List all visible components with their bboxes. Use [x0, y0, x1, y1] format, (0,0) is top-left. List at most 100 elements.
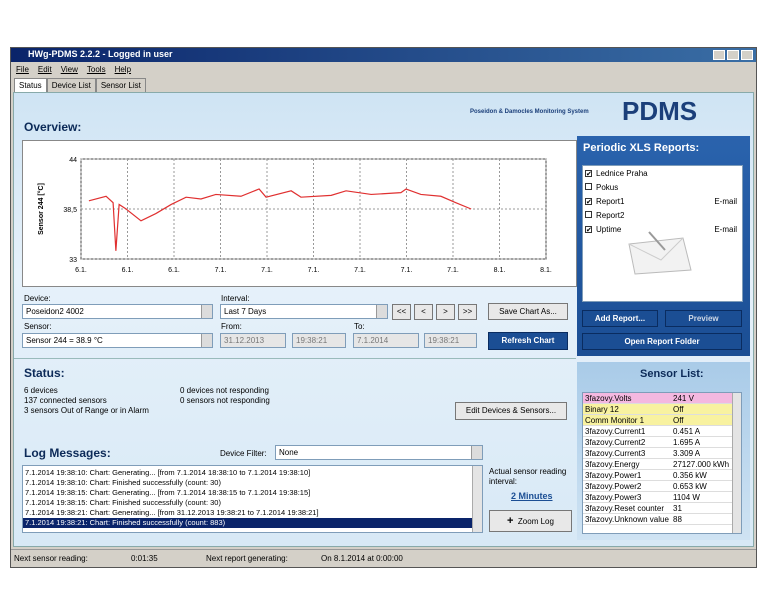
- menu-item[interactable]: Help: [114, 65, 132, 74]
- sensor-row[interactable]: 3fazovy.Reset counter 31: [583, 503, 741, 514]
- nav-button[interactable]: <<: [392, 304, 411, 320]
- logo: PDMS: [622, 96, 698, 126]
- report-name: Lednice Praha: [596, 169, 648, 178]
- zoom-log-button[interactable]: + Zoom Log: [489, 510, 572, 532]
- y-tick-label: 38,5: [63, 207, 77, 214]
- scrollbar[interactable]: [732, 393, 741, 533]
- interval-link[interactable]: 2 Minutes: [511, 491, 553, 501]
- label: Device Filter:: [220, 449, 267, 458]
- sensor-row[interactable]: 3fazovy.Volts 241 V: [583, 393, 741, 404]
- value: None: [279, 448, 299, 457]
- nav-button[interactable]: >>: [458, 304, 477, 320]
- sensor-name: 3fazovy.Unknown value: [585, 515, 669, 524]
- menu-item[interactable]: File: [16, 65, 29, 74]
- status-bar-text: On 8.1.2014 at 0:00:00: [321, 554, 403, 563]
- window-title: HWg-PDMS 2.2.2 - Logged in user: [28, 49, 173, 59]
- report-name: Pokus: [596, 183, 619, 192]
- report-item[interactable]: ✔ Report1 E-mail: [585, 197, 740, 209]
- add-report-button[interactable]: Add Report...: [582, 310, 658, 327]
- label: From:: [221, 322, 242, 331]
- sensor-name: 3fazovy.Reset counter: [585, 504, 665, 513]
- sensor-name: Binary 12: [585, 405, 619, 414]
- report-item[interactable]: ✔ Lednice Praha: [585, 169, 740, 181]
- x-tick-label: 7.1.: [261, 267, 273, 274]
- title-bar: [11, 48, 756, 62]
- x-tick-label: 6.1.: [75, 267, 87, 274]
- sensor-row[interactable]: 3fazovy.Current3 3.309 A: [583, 448, 741, 459]
- log-list: 7.1.2014 19:38:10: Chart: Generating... …: [22, 465, 483, 533]
- sensor-row[interactable]: 3fazovy.Power2 0.653 kW: [583, 481, 741, 492]
- sensor-dropdown[interactable]: Sensor 244 = 38.9 °C: [22, 333, 213, 348]
- open-folder-button[interactable]: Open Report Folder: [582, 333, 742, 350]
- report-item[interactable]: Report2: [585, 211, 740, 223]
- log-title: Log Messages:: [24, 446, 111, 460]
- from-time[interactable]: 19:38:21: [292, 333, 346, 348]
- sensor-value: 1.695 A: [673, 438, 701, 447]
- sensor-value: Off: [673, 405, 684, 414]
- sensor-name: 3fazovy.Volts: [585, 394, 632, 403]
- status-line: 0 devices not responding: [180, 386, 269, 395]
- sensor-table: 3fazovy.Volts 241 V Binary 12 Off Comm Monit…: [582, 392, 742, 534]
- sensor-row[interactable]: 3fazovy.Unknown value 88: [583, 514, 741, 525]
- device-dropdown[interactable]: Poseidon2 4002: [22, 304, 213, 319]
- tab[interactable]: Sensor List: [95, 78, 146, 92]
- sensor-row[interactable]: 3fazovy.Power3 1104 W: [583, 492, 741, 503]
- preview-button[interactable]: Preview: [665, 310, 742, 327]
- log-line: 7.1.2014 19:38:10: Chart: Finished succe…: [25, 478, 221, 487]
- sensor-row[interactable]: Comm Monitor 1 Off: [583, 415, 741, 426]
- sensor-name: 3fazovy.Current1: [585, 427, 646, 436]
- sensor-row[interactable]: 3fazovy.Power1 0.356 kW: [583, 470, 741, 481]
- save-chart-button[interactable]: Save Chart As...: [488, 303, 568, 320]
- value: Poseidon2 4002: [26, 307, 84, 316]
- overview-title: Overview:: [24, 120, 82, 134]
- header-subtitle: Poseidon & Damocles Monitoring System: [470, 109, 589, 115]
- tab[interactable]: Device List: [46, 78, 96, 92]
- y-axis-label: Sensor 244 [°C]: [37, 183, 45, 235]
- value: Sensor 244 = 38.9 °C: [26, 336, 103, 345]
- device-filter-dropdown[interactable]: None: [275, 445, 483, 460]
- sensor-value: 31: [673, 504, 682, 513]
- tab-bar: Status Device List Sensor List: [14, 78, 146, 92]
- x-tick-label: 7.1.: [354, 267, 366, 274]
- nav-button[interactable]: <: [414, 304, 433, 320]
- checkbox[interactable]: [585, 211, 592, 218]
- interval-dropdown[interactable]: Last 7 Days: [220, 304, 388, 319]
- sensor-row[interactable]: 3fazovy.Current1 0.451 A: [583, 426, 741, 437]
- checkbox[interactable]: ✔: [585, 170, 592, 178]
- status-bar-text: Next report generating:: [206, 554, 288, 563]
- sensor-row[interactable]: 3fazovy.Energy 27127.000 kWh: [583, 459, 741, 470]
- status-left: 6 devices 137 connected sensors 3 sensors …: [24, 386, 149, 416]
- sensor-name: 3fazovy.Power1: [585, 471, 642, 480]
- sensor-row[interactable]: 3fazovy.Current2 1.695 A: [583, 437, 741, 448]
- sensor-line: [88, 188, 472, 251]
- nav-button[interactable]: >: [436, 304, 455, 320]
- status-title: Status:: [24, 366, 65, 380]
- report-item[interactable]: Pokus: [585, 183, 740, 195]
- window-controls[interactable]: [713, 50, 753, 60]
- checkbox[interactable]: [585, 183, 592, 190]
- sensor-name: 3fazovy.Current3: [585, 449, 646, 458]
- sensor-value: 3.309 A: [673, 449, 701, 458]
- log-line: 7.1.2014 19:38:21: Chart: Generating... …: [25, 508, 319, 517]
- checkbox[interactable]: ✔: [585, 226, 592, 234]
- from-date[interactable]: 31.12.2013: [220, 333, 286, 348]
- log-line: 7.1.2014 19:38:15: Chart: Generating... …: [25, 488, 311, 497]
- refresh-chart-button[interactable]: Refresh Chart: [488, 332, 568, 350]
- to-time[interactable]: 19:38:21: [424, 333, 477, 348]
- label: Interval:: [221, 294, 250, 303]
- to-date[interactable]: 7.1.2014: [353, 333, 419, 348]
- label: To:: [354, 322, 365, 331]
- menu-item[interactable]: Tools: [86, 65, 106, 74]
- menu-item[interactable]: View: [60, 65, 78, 74]
- label: Device:: [24, 294, 51, 303]
- separator: [14, 358, 576, 359]
- report-item[interactable]: ✔ Uptime E-mail: [585, 225, 740, 237]
- menu-item[interactable]: Edit: [37, 65, 52, 74]
- checkbox[interactable]: ✔: [585, 198, 592, 206]
- sensor-row[interactable]: Binary 12 Off: [583, 404, 741, 415]
- edit-devices-button[interactable]: Edit Devices & Sensors...: [455, 402, 567, 420]
- tab[interactable]: Status: [14, 78, 47, 92]
- scrollbar[interactable]: [472, 466, 482, 532]
- envelope-icon: [628, 231, 692, 275]
